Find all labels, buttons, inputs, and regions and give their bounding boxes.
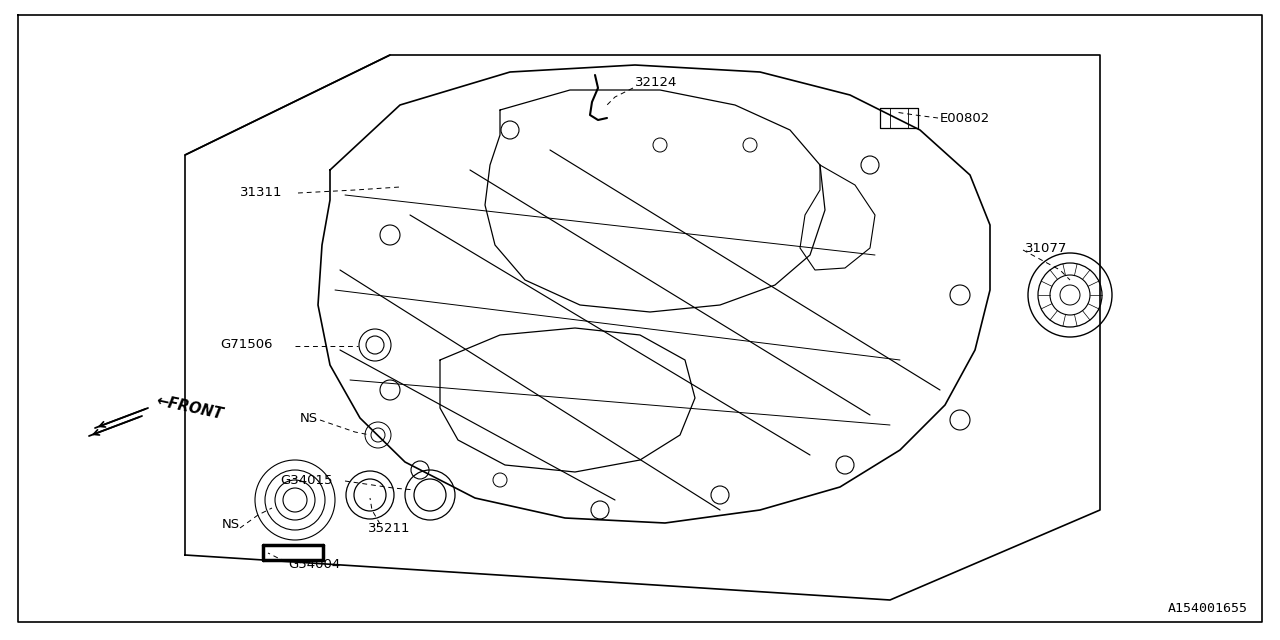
Text: ←FRONT: ←FRONT <box>155 394 225 422</box>
Text: E00802: E00802 <box>940 111 991 125</box>
Text: NS: NS <box>221 518 241 531</box>
Text: G71506: G71506 <box>220 339 273 351</box>
Text: 32124: 32124 <box>635 76 677 88</box>
Text: 35211: 35211 <box>369 522 411 534</box>
Text: G34015: G34015 <box>280 474 333 486</box>
Text: 31077: 31077 <box>1025 241 1068 255</box>
Text: G54004: G54004 <box>288 559 340 572</box>
Text: 31311: 31311 <box>241 186 283 198</box>
Text: NS: NS <box>300 412 319 424</box>
Text: A154001655: A154001655 <box>1169 602 1248 615</box>
